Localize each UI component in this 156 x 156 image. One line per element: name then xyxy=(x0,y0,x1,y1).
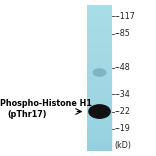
Text: --117: --117 xyxy=(115,12,136,21)
Ellipse shape xyxy=(88,104,111,119)
Text: --19: --19 xyxy=(115,124,131,133)
Text: --22: --22 xyxy=(115,107,131,116)
Ellipse shape xyxy=(93,68,107,77)
Text: Phospho-Histone H1: Phospho-Histone H1 xyxy=(0,99,92,108)
Text: (pThr17): (pThr17) xyxy=(7,110,46,119)
Bar xyxy=(87,5,112,151)
Text: --48: --48 xyxy=(115,63,130,72)
Text: --85: --85 xyxy=(115,29,131,38)
Text: --34: --34 xyxy=(115,90,130,99)
Text: (kD): (kD) xyxy=(115,141,132,150)
